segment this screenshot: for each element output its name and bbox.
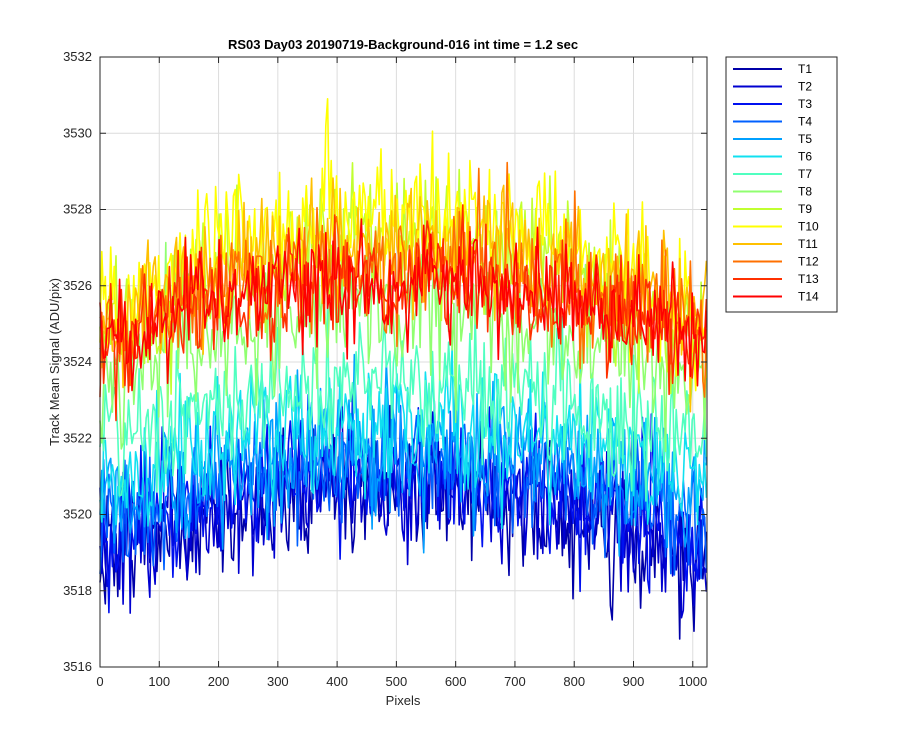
legend-box xyxy=(725,56,838,313)
x-tick-label: 100 xyxy=(148,674,170,689)
legend-label: T4 xyxy=(798,115,812,129)
x-axis-ticks: 0 100 200 300 400 500 600 700 800 900 1000 xyxy=(96,57,707,689)
x-tick-label: 800 xyxy=(563,674,585,689)
x-tick-label: 700 xyxy=(504,674,526,689)
legend-label: T11 xyxy=(798,237,818,251)
series-lines xyxy=(99,98,708,640)
y-axis-ticks: 3516 3518 3520 3522 3524 3526 3528 3530 3532 xyxy=(63,49,707,674)
y-tick-label: 3524 xyxy=(63,354,92,369)
legend: T1 T2 T3 T4 T5 T6 T7 T8 T9 T10 T11 T12 T13 T14 xyxy=(725,56,838,313)
legend-label: T5 xyxy=(798,132,812,146)
series-line-t14 xyxy=(99,218,708,392)
y-tick-label: 3530 xyxy=(63,125,92,140)
chart-title: RS03 Day03 20190719-Background-016 int t… xyxy=(228,37,578,52)
y-tick-label: 3532 xyxy=(63,49,92,64)
legend-label: T7 xyxy=(798,167,812,181)
series-line-t6 xyxy=(99,347,708,530)
legend-label: T9 xyxy=(798,202,812,216)
y-axis-label: Track Mean Signal (ADU/pix) xyxy=(47,278,62,446)
x-tick-label: 500 xyxy=(386,674,408,689)
x-tick-label: 300 xyxy=(267,674,289,689)
legend-label: T2 xyxy=(798,80,812,94)
x-tick-label: 400 xyxy=(326,674,348,689)
series-line-t7 xyxy=(99,298,708,502)
legend-label: T14 xyxy=(798,290,819,304)
legend-label: T6 xyxy=(798,150,812,164)
y-tick-label: 3518 xyxy=(63,583,92,598)
series-line-t3 xyxy=(99,389,708,614)
y-tick-label: 3522 xyxy=(63,430,92,445)
legend-label: T1 xyxy=(798,62,812,76)
x-axis-label: Pixels xyxy=(386,693,421,708)
y-tick-label: 3526 xyxy=(63,278,92,293)
legend-label: T12 xyxy=(798,255,819,269)
legend-label: T8 xyxy=(798,185,812,199)
series-line-t5 xyxy=(99,353,708,557)
x-tick-label: 0 xyxy=(96,674,103,689)
x-tick-label: 200 xyxy=(208,674,230,689)
y-tick-label: 3516 xyxy=(63,659,92,674)
x-tick-label: 600 xyxy=(445,674,467,689)
legend-label: T10 xyxy=(798,220,819,234)
legend-label: T3 xyxy=(798,97,812,111)
x-tick-label: 900 xyxy=(623,674,645,689)
x-tick-label: 1000 xyxy=(678,674,707,689)
legend-label: T13 xyxy=(798,272,819,286)
y-tick-label: 3520 xyxy=(63,507,92,522)
y-tick-label: 3528 xyxy=(63,202,92,217)
